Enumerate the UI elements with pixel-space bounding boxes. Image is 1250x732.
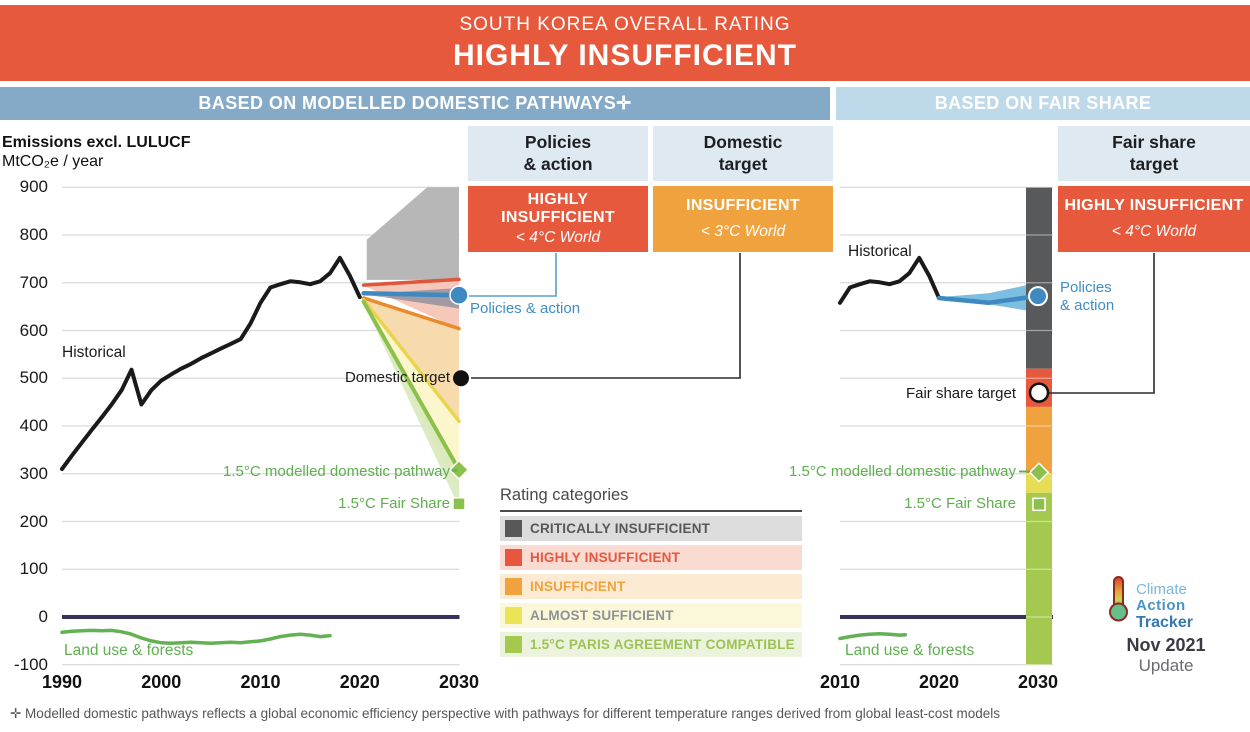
legend-item: INSUFFICIENT xyxy=(500,574,802,599)
fair-share-15-label-left: 1.5°C Fair Share xyxy=(338,495,450,512)
logo-climate: Climate xyxy=(1136,581,1187,598)
policies-action-label-right: Policies & action xyxy=(1060,279,1115,314)
section-header-right-label: BASED ON FAIR SHARE xyxy=(934,93,1152,113)
section-header-modelled-pathways: BASED ON MODELLED DOMESTIC PATHWAYS✛ xyxy=(0,87,830,120)
y-tick-label: 200 xyxy=(19,511,48,531)
logo-update: Update xyxy=(1138,655,1194,675)
overall-rating-banner: SOUTH KOREA OVERALL RATING HIGHLY INSUFF… xyxy=(0,5,1250,81)
historical-label-left: Historical xyxy=(62,344,126,361)
legend-rows: CRITICALLY INSUFFICIENT HIGHLY INSUFFICIE… xyxy=(500,516,802,657)
y-tick-label: 800 xyxy=(19,225,48,244)
land-use-label-left: Land use & forests xyxy=(64,642,194,659)
legend-swatch xyxy=(505,578,522,595)
x-tick-label: 2030 xyxy=(438,672,480,692)
policies-action-label-left: Policies & action xyxy=(470,300,581,317)
x-tick-label: 1990 xyxy=(41,672,83,692)
fair-share-target-header-box: Fair share target xyxy=(1058,126,1250,181)
y-tick-label: 500 xyxy=(19,368,48,388)
y-axis-title: Emissions excl. LULUCF xyxy=(2,134,191,151)
logo-tracker: Tracker xyxy=(1136,614,1193,632)
climate-action-tracker-logo: Climate Action Tracker Nov 2021 Update xyxy=(1106,574,1226,676)
legend-swatch xyxy=(505,520,522,537)
domestic-target-rating-box: INSUFFICIENT < 3°C World xyxy=(653,186,833,252)
legend-swatch xyxy=(505,607,522,624)
logo-date: Nov 2021 xyxy=(1126,634,1206,655)
domestic-target-header-box: Domestic target xyxy=(653,126,833,181)
fair-share-target-connector xyxy=(1049,253,1155,394)
legend-title: Rating categories xyxy=(500,486,802,512)
x-tick-label: 2000 xyxy=(141,672,182,692)
section-header-fair-share: BASED ON FAIR SHARE xyxy=(836,87,1250,120)
pathway-15-label-right: 1.5°C modelled domestic pathway xyxy=(789,463,1016,480)
y-tick-label: -100 xyxy=(13,654,48,674)
legend-item: HIGHLY INSUFFICIENT xyxy=(500,545,802,570)
x-tick-label: 2030 xyxy=(1017,672,1059,692)
domestic-target-connector xyxy=(471,253,741,379)
fair-share-rating-box: HIGHLY INSUFFICIENT < 4°C World xyxy=(1058,186,1250,252)
legend-label: INSUFFICIENT xyxy=(530,579,626,594)
legend-swatch xyxy=(505,636,522,653)
legend-item: 1.5°C PARIS AGREEMENT COMPATIBLE xyxy=(500,632,802,657)
historical-label-right: Historical xyxy=(848,243,912,260)
y-tick-label: 600 xyxy=(19,320,48,340)
x-tick-label: 2020 xyxy=(918,672,960,692)
rating-categories-legend: Rating categories CRITICALLY INSUFFICIEN… xyxy=(500,486,802,657)
y-tick-label: 700 xyxy=(19,272,48,292)
legend-item: CRITICALLY INSUFFICIENT xyxy=(500,516,802,541)
legend-label: HIGHLY INSUFFICIENT xyxy=(530,550,681,565)
pathway-15-label-left: 1.5°C modelled domestic pathway xyxy=(223,463,450,480)
legend-swatch xyxy=(505,549,522,566)
policies-action-connector-left xyxy=(469,253,557,297)
y-tick-label: 100 xyxy=(19,559,48,579)
policies-action-header-box: Policies & action xyxy=(468,126,648,181)
section-header-left-label: BASED ON MODELLED DOMESTIC PATHWAYS✛ xyxy=(198,93,632,113)
thermometer-icon xyxy=(1106,574,1132,627)
x-tick-label: 2010 xyxy=(240,672,281,692)
policies-action-rating-box: HIGHLY INSUFFICIENT < 4°C World xyxy=(468,186,648,252)
y-tick-label: 0 xyxy=(38,607,48,626)
x-tick-label: 2010 xyxy=(819,672,861,692)
y-axis-unit: MtCO₂e / year xyxy=(2,153,104,170)
land-use-label-right: Land use & forests xyxy=(845,642,975,659)
y-tick-label: 400 xyxy=(19,416,48,435)
banner-title: HIGHLY INSUFFICIENT xyxy=(452,38,798,72)
fair-share-15-label-right: 1.5°C Fair Share xyxy=(904,495,1016,512)
domestic-target-label: Domestic target xyxy=(344,369,450,386)
legend-label: CRITICALLY INSUFFICIENT xyxy=(530,521,711,536)
x-tick-label: 2020 xyxy=(339,672,380,692)
logo-action: Action xyxy=(1136,597,1186,615)
y-tick-label: 300 xyxy=(19,463,48,483)
legend-label: 1.5°C PARIS AGREEMENT COMPATIBLE xyxy=(530,637,795,652)
banner-subtitle: SOUTH KOREA OVERALL RATING xyxy=(459,13,791,35)
y-tick-label: 900 xyxy=(19,177,48,197)
footnote: ✛ Modelled domestic pathways reflects a … xyxy=(10,706,1001,721)
fair-share-target-label: Fair share target xyxy=(905,385,1016,402)
legend-label: ALMOST SUFFICIENT xyxy=(530,608,674,623)
legend-item: ALMOST SUFFICIENT xyxy=(500,603,802,628)
